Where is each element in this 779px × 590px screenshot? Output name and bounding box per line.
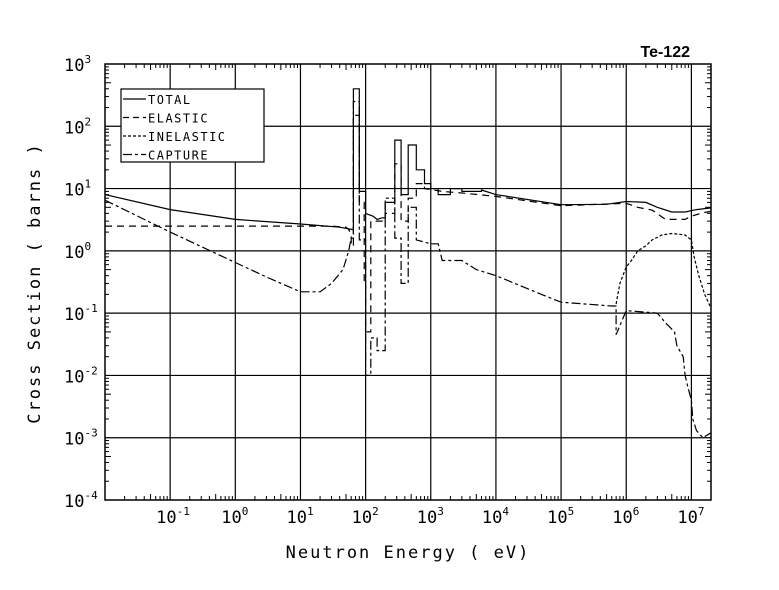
- series-inelastic: [615, 232, 712, 309]
- x-tick-label: 103: [417, 505, 444, 528]
- y-tick-label: 102: [64, 115, 91, 138]
- y-tick-label: 10-2: [64, 364, 98, 387]
- x-tick-label: 107: [677, 505, 704, 528]
- y-tick-label: 101: [64, 178, 91, 201]
- legend: TOTAL ELASTIC INELASTIC CAPTURE: [120, 88, 265, 163]
- legend-box: [120, 88, 265, 163]
- x-tick-label: 101: [286, 505, 313, 528]
- legend-label: ELASTIC: [148, 112, 209, 126]
- x-tick-label: 105: [547, 505, 574, 528]
- plot-frame: [104, 63, 712, 501]
- x-axis-label: Neutron Energy ( eV): [286, 543, 531, 563]
- legend-label: CAPTURE: [148, 149, 209, 163]
- legend-label: TOTAL: [148, 93, 192, 107]
- y-axis-label: Cross Section ( barns ): [25, 142, 45, 423]
- y-tick-label: 10-3: [64, 427, 98, 450]
- series-total: [104, 88, 712, 231]
- y-tick-label: 103: [64, 53, 91, 76]
- y-tick-label: 100: [64, 240, 91, 263]
- x-tick-label: 10-1: [156, 505, 190, 528]
- x-tick-label: 100: [221, 505, 248, 528]
- series-capture: [104, 100, 712, 439]
- legend-label: INELASTIC: [148, 130, 227, 144]
- series-elastic: [105, 114, 712, 333]
- chart-title: Te-122: [640, 44, 690, 61]
- y-tick-label: 10-1: [64, 302, 98, 325]
- x-tick-label: 102: [352, 505, 379, 528]
- x-tick-label: 104: [482, 505, 509, 528]
- x-tick-label: 106: [612, 505, 639, 528]
- y-tick-label: 10-4: [64, 489, 98, 512]
